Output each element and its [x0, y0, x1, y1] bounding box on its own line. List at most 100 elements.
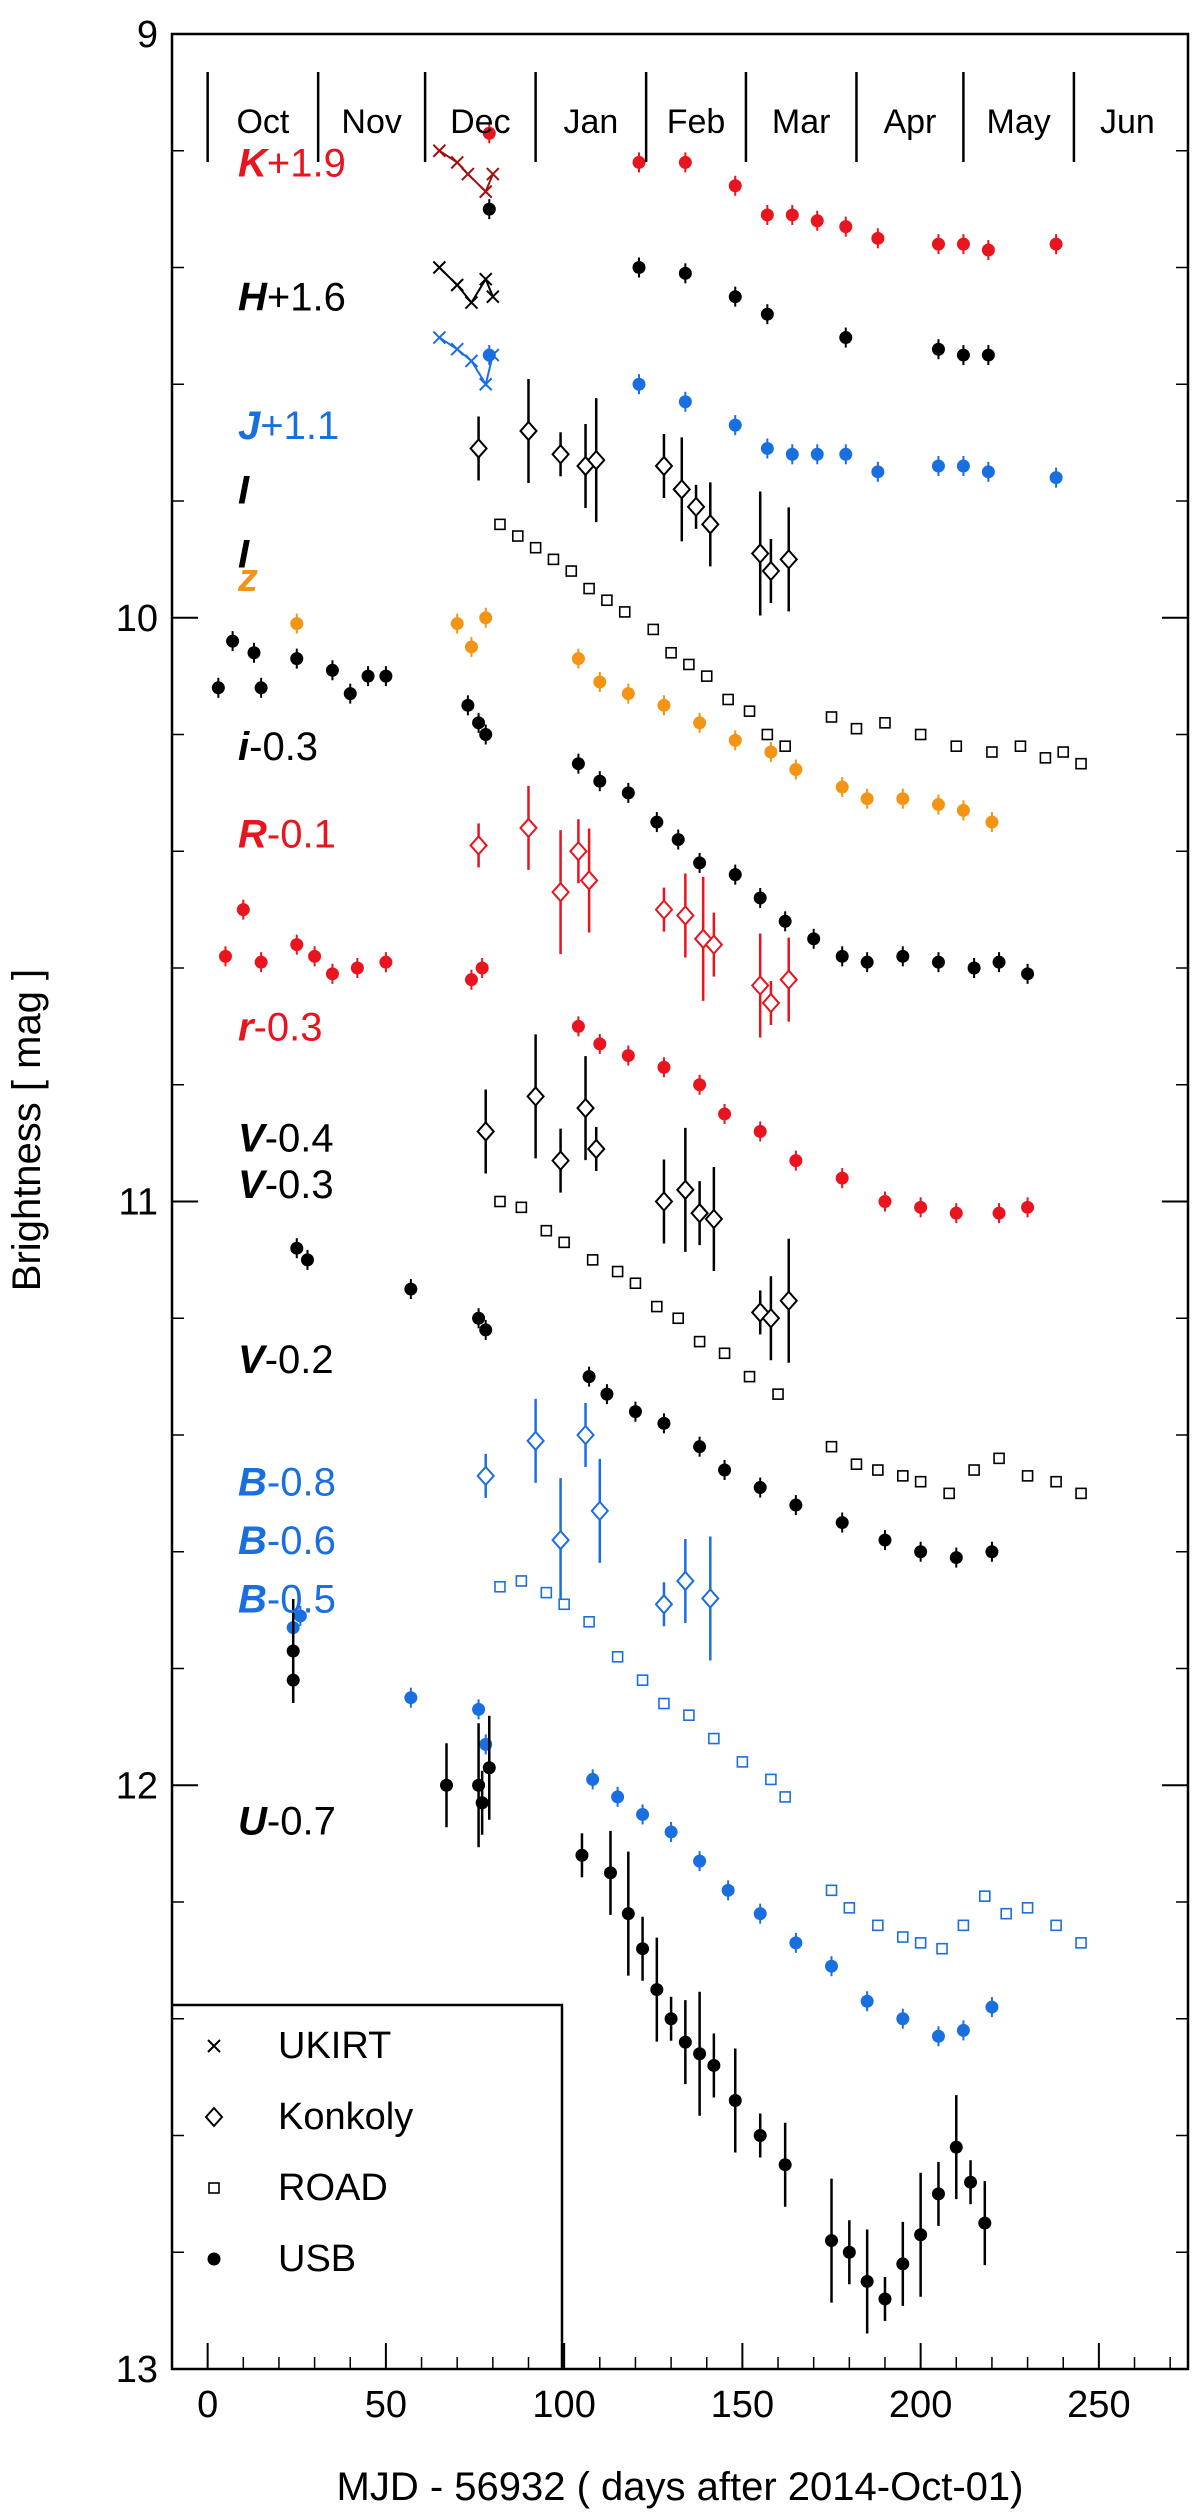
data-point: [519, 817, 538, 839]
band-offset: -0.3: [265, 1163, 334, 1207]
data-point: [779, 548, 799, 570]
band-offset: -0.4: [265, 1116, 334, 1160]
data-point: [654, 455, 674, 477]
data-point: [254, 955, 268, 969]
band-name: B: [238, 1577, 267, 1621]
data-point: [361, 669, 375, 683]
data-series: [482, 345, 1063, 488]
data-point: [693, 928, 713, 950]
data-point: [621, 1049, 635, 1063]
data-point: [593, 675, 607, 689]
data-point: [985, 2000, 999, 2014]
band-label: I: [238, 533, 250, 577]
data-point: [290, 652, 304, 666]
data-point: [479, 184, 493, 199]
data-point: [593, 774, 607, 788]
band-offset: -0.6: [267, 1519, 336, 1563]
data-point: [943, 1487, 955, 1500]
band-offset: -0.5: [267, 1577, 336, 1621]
data-point: [486, 167, 500, 181]
band-label: I: [238, 468, 250, 512]
data-point: [672, 1312, 685, 1325]
band-name: R: [238, 813, 267, 857]
data-point: [949, 1206, 963, 1220]
data-point: [207, 2039, 221, 2053]
legend-label: Konkoly: [278, 2096, 413, 2138]
data-point: [601, 594, 613, 607]
band-label: z: [237, 556, 258, 600]
data-point: [657, 698, 671, 712]
band-offset: -0.7: [267, 1799, 336, 1843]
data-point: [236, 903, 250, 917]
data-point: [651, 1300, 663, 1313]
data-point: [629, 1277, 642, 1290]
data-point: [1021, 967, 1035, 981]
data-point: [936, 1942, 948, 1955]
y-tick-label: 13: [116, 2349, 158, 2391]
data-point: [789, 1498, 803, 1512]
data-point: [636, 1942, 650, 1956]
data-point: [678, 155, 692, 169]
data-point: [600, 1387, 614, 1401]
data-point: [621, 786, 635, 800]
data-point: [728, 290, 742, 304]
data-point: [1039, 752, 1052, 764]
x-tick-label: 150: [711, 2384, 774, 2426]
band-offset: -0.3: [249, 725, 318, 769]
band-label: V-0.4: [238, 1116, 334, 1160]
data-point: [825, 1959, 839, 1973]
data-point: [632, 377, 646, 391]
data-point: [750, 975, 770, 997]
data-point: [931, 955, 945, 969]
data-series: [469, 785, 799, 1038]
band-label: H+1.6: [238, 276, 346, 320]
band-label: r-0.3: [238, 1005, 323, 1049]
data-point: [810, 214, 824, 228]
data-point: [789, 763, 803, 777]
data-point: [839, 220, 853, 234]
data-point: [896, 792, 910, 806]
data-point: [693, 1440, 707, 1454]
data-point: [931, 459, 945, 473]
data-point: [482, 202, 496, 216]
data-point: [728, 2093, 742, 2107]
data-point: [308, 949, 322, 963]
data-point: [704, 934, 724, 956]
data-point: [825, 1440, 838, 1453]
data-point: [957, 1919, 970, 1932]
band-offset: -0.1: [267, 813, 336, 857]
data-point: [586, 1772, 600, 1786]
data-point: [571, 757, 585, 771]
data-point: [404, 1282, 418, 1296]
data-point: [551, 443, 570, 465]
data-point: [290, 1241, 304, 1255]
data-point: [860, 955, 874, 969]
data-point: [479, 728, 493, 741]
data-series: [469, 378, 799, 616]
data-point: [761, 992, 781, 1014]
data-point: [207, 2252, 221, 2266]
data-point: [526, 1430, 545, 1452]
data-point: [1000, 1907, 1012, 1920]
band-label: B-0.6: [238, 1519, 336, 1563]
data-point: [879, 717, 891, 729]
data-point: [722, 693, 734, 706]
data-point: [464, 354, 479, 368]
data-point: [871, 231, 885, 245]
data-point: [843, 1902, 856, 1914]
data-point: [931, 237, 945, 251]
legend-label: ROAD: [278, 2167, 388, 2209]
data-point: [992, 1206, 1006, 1220]
data-point: [632, 261, 646, 274]
band-label: J+1.1: [238, 404, 339, 448]
data-point: [529, 541, 542, 554]
data-series: [290, 1238, 999, 1568]
data-point: [842, 2245, 856, 2259]
data-point: [878, 2292, 892, 2306]
data-point: [835, 780, 849, 794]
data-point: [743, 1370, 756, 1383]
band-label: K+1.9: [238, 141, 346, 185]
data-point: [956, 348, 970, 362]
data-point: [290, 617, 304, 631]
month-label: Dec: [450, 103, 510, 141]
